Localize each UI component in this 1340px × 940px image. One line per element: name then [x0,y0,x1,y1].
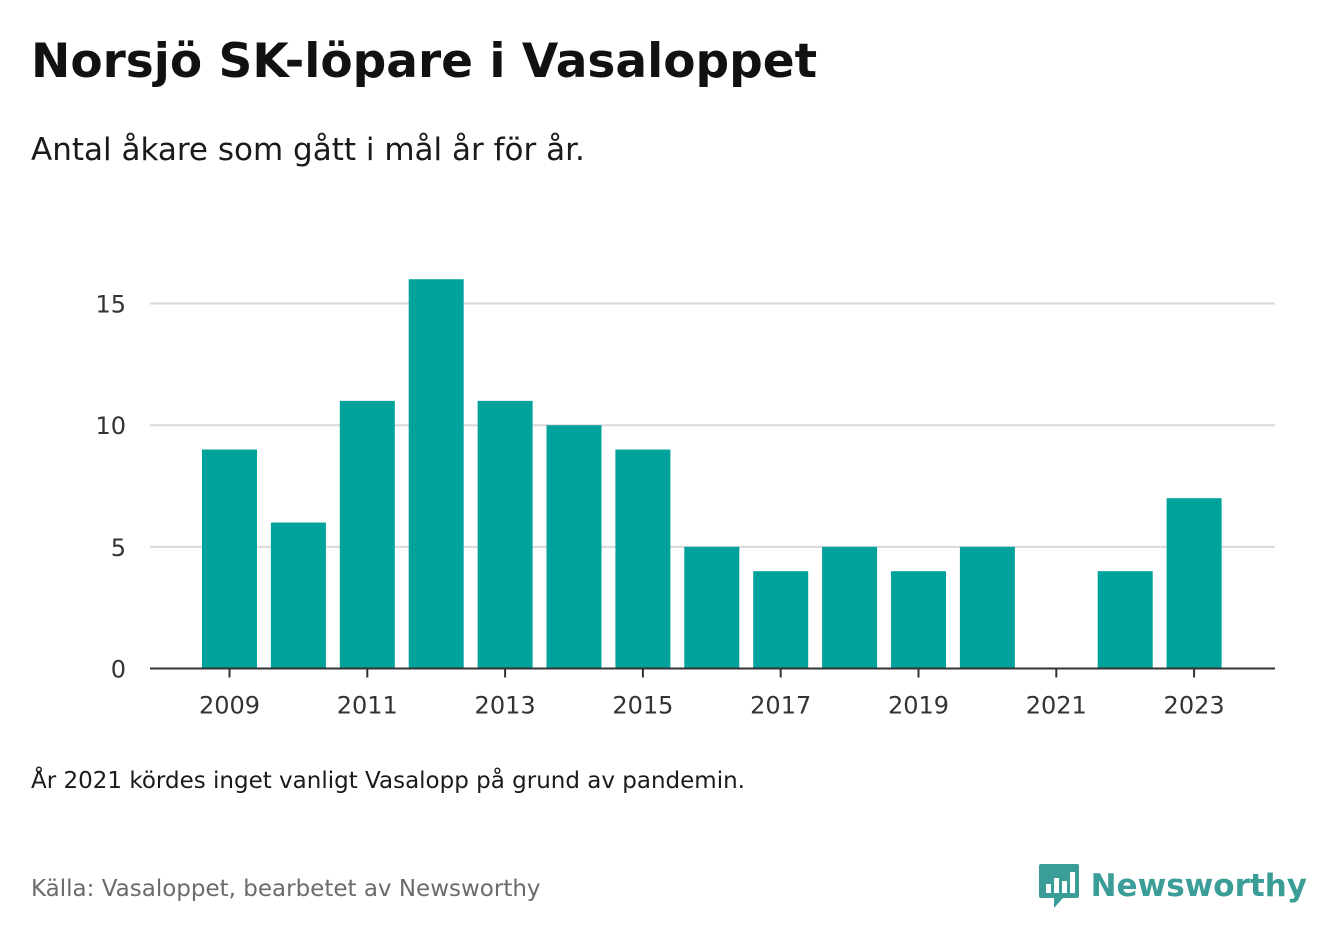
bar-2015 [615,449,671,669]
bar-2012 [408,279,464,669]
bar-chart: 0 5 10 15 2009 2011 2013 2015 2017 2019 2021 2023 [95,279,1275,720]
y-tick-label: 10 [95,412,126,440]
footnote: År 2021 kördes inget vanligt Vasalopp på… [31,768,745,794]
bar-2011 [339,400,395,669]
gridlines [150,302,1275,548]
brand-name: Newsworthy [1090,868,1307,904]
x-tick-label: 2011 [337,692,398,720]
bar-2013 [477,400,533,669]
bar-2017 [753,571,809,669]
bar-2019 [891,571,946,669]
axes: 0 5 10 15 2009 2011 2013 2015 2017 2019 2021 2023 [95,291,1275,720]
y-tick-label: 5 [111,534,126,562]
bar-2023 [1166,498,1222,669]
x-tick-label: 2021 [1026,692,1087,720]
bar-2016 [684,546,740,669]
y-tick-label: 15 [95,291,126,319]
x-tick-label: 2013 [475,692,536,720]
chart-subtitle: Antal åkare som gått i mål år för år. [31,132,585,168]
bar-2014 [546,425,602,669]
bar-chart-speech-bubble-icon [1038,864,1079,908]
source-credit: Källa: Vasaloppet, bearbetet av Newswort… [31,876,541,902]
bar-2020 [959,546,1015,669]
x-tick-label: 2017 [750,692,811,720]
x-tick-label: 2009 [199,692,260,720]
x-tick-label: 2019 [888,692,949,720]
brand-logo-link[interactable]: Newsworthy [1037,862,1307,910]
y-tick-label: 0 [111,656,126,684]
bars [202,279,1222,669]
x-tick-label: 2023 [1164,692,1225,720]
bar-2009 [202,449,257,669]
bar-2010 [270,522,326,669]
bar-2018 [822,546,878,669]
x-tick-label: 2015 [612,692,673,720]
bar-2022 [1097,571,1153,669]
chart-title: Norsjö SK-löpare i Vasaloppet [31,34,818,89]
